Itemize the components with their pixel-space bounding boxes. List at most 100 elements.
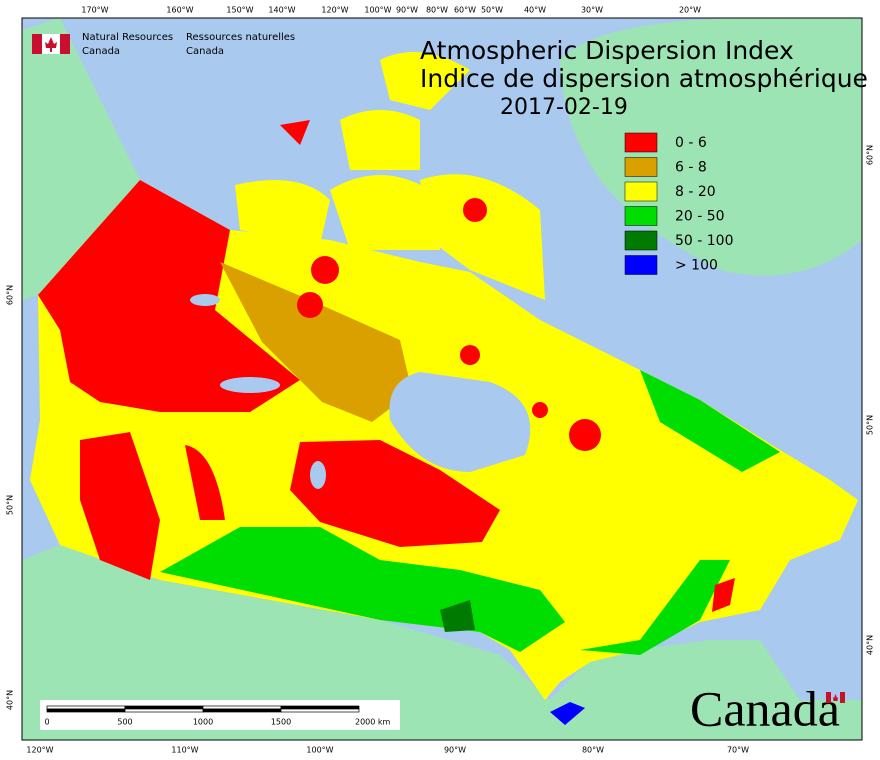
lat-label: 60°N xyxy=(866,145,875,165)
lake xyxy=(310,461,326,489)
flag-bar xyxy=(32,34,42,54)
hudson-bay xyxy=(389,372,531,472)
scale-segment xyxy=(280,705,360,710)
lon-label: 150°W xyxy=(226,6,253,15)
region xyxy=(38,180,300,412)
lon-label: 80°W xyxy=(582,746,604,755)
legend-swatch xyxy=(624,132,658,153)
alaska xyxy=(22,18,140,300)
title-fr: Indice de dispersion atmosphérique xyxy=(420,64,868,93)
legend-label: 50 - 100 xyxy=(675,233,734,249)
lat-label: 40°N xyxy=(6,690,15,710)
legend-swatch xyxy=(624,230,658,251)
lon-label: 70°W xyxy=(727,746,749,755)
lon-label: 30°W xyxy=(581,6,603,15)
lon-label: 170°W xyxy=(81,6,108,15)
scale-segment xyxy=(202,708,282,713)
scale-label: 1000 xyxy=(193,718,213,727)
agency-en: Canada xyxy=(82,46,120,57)
spot xyxy=(569,419,601,451)
legend-label: 6 - 8 xyxy=(675,160,707,176)
legend-label: 20 - 50 xyxy=(675,209,725,225)
lon-label: 80°W xyxy=(426,6,448,15)
spot xyxy=(463,198,487,222)
scale-segment xyxy=(46,708,126,713)
lat-label: 50°N xyxy=(6,495,15,515)
region xyxy=(185,445,225,520)
usa-land xyxy=(22,545,862,740)
region xyxy=(380,52,470,110)
scale-backdrop xyxy=(40,700,400,730)
lon-label: 20°W xyxy=(679,6,701,15)
lake xyxy=(220,377,280,393)
scale-label: 0 xyxy=(44,718,49,727)
scale-label: 500 xyxy=(117,718,132,727)
region xyxy=(580,560,730,655)
lon-label: 50°W xyxy=(481,6,503,15)
region xyxy=(440,600,475,632)
scale-segment xyxy=(202,705,282,710)
lon-label: 110°W xyxy=(171,746,198,755)
flag-bar xyxy=(840,692,845,703)
region xyxy=(235,180,330,245)
lat-label: 40°N xyxy=(866,635,875,655)
lon-label: 40°W xyxy=(524,6,546,15)
scale-segment xyxy=(124,708,204,713)
region xyxy=(220,262,412,422)
region xyxy=(340,110,420,170)
agency-fr: Ressources naturelles xyxy=(186,32,295,43)
frame xyxy=(21,17,863,741)
spot xyxy=(311,256,339,284)
region xyxy=(330,175,440,250)
lon-label: 100°W xyxy=(364,6,391,15)
nrcan-logo: Natural Resources Canada Ressources natu… xyxy=(32,32,295,57)
scale-segment xyxy=(46,705,126,710)
date: 2017-02-19 xyxy=(500,95,628,120)
lon-label: 100°W xyxy=(306,746,333,755)
lat-label: 50°N xyxy=(866,415,875,435)
region xyxy=(640,370,780,472)
agency-fr: Canada xyxy=(186,46,224,57)
legend: 0 - 6 6 - 8 8 - 20 20 - 50 50 - 100 > 100 xyxy=(624,132,734,275)
maple-leaf xyxy=(45,37,57,52)
legend-swatch xyxy=(624,255,658,275)
lon-label: 160°W xyxy=(166,6,193,15)
lon-label: 120°W xyxy=(321,6,348,15)
lon-label: 60°W xyxy=(454,6,476,15)
legend-swatch xyxy=(624,206,658,226)
lon-label: 120°W xyxy=(26,746,53,755)
canada-wordmark: Canada xyxy=(690,680,845,736)
lon-label: 90°W xyxy=(444,746,466,755)
scale-label: 1500 xyxy=(271,718,291,727)
scale-label: 2000 km xyxy=(355,718,391,727)
region xyxy=(280,120,310,145)
flag-bar xyxy=(60,34,70,54)
spot xyxy=(297,292,323,318)
region xyxy=(420,174,545,300)
lat-label: 60°N xyxy=(6,285,15,305)
scale-segment xyxy=(124,705,204,710)
scale-segment xyxy=(280,708,360,713)
legend-swatch xyxy=(624,181,658,202)
legend-label: > 100 xyxy=(675,258,718,274)
region xyxy=(290,440,500,547)
legend-label: 8 - 20 xyxy=(675,184,716,200)
region xyxy=(550,702,585,725)
scale-bar: 0 500 1000 1500 2000 km xyxy=(40,700,400,730)
lon-label: 140°W xyxy=(268,6,295,15)
region xyxy=(712,578,735,612)
spot xyxy=(460,345,480,365)
legend-label: 0 - 6 xyxy=(675,135,707,151)
graticule-labels: 170°W 160°W 150°W 140°W 120°W 100°W 90°W 80°W 60… xyxy=(6,6,875,755)
maple-leaf xyxy=(833,694,838,701)
agency-en: Natural Resources xyxy=(82,32,173,43)
title-en: Atmospheric Dispersion Index xyxy=(420,36,794,65)
legend-swatch xyxy=(624,157,658,177)
lon-label: 90°W xyxy=(396,6,418,15)
spot xyxy=(532,402,548,418)
region xyxy=(80,432,160,580)
flag-bar xyxy=(826,692,831,703)
dispersion-regions xyxy=(30,52,858,725)
lake xyxy=(190,294,220,306)
